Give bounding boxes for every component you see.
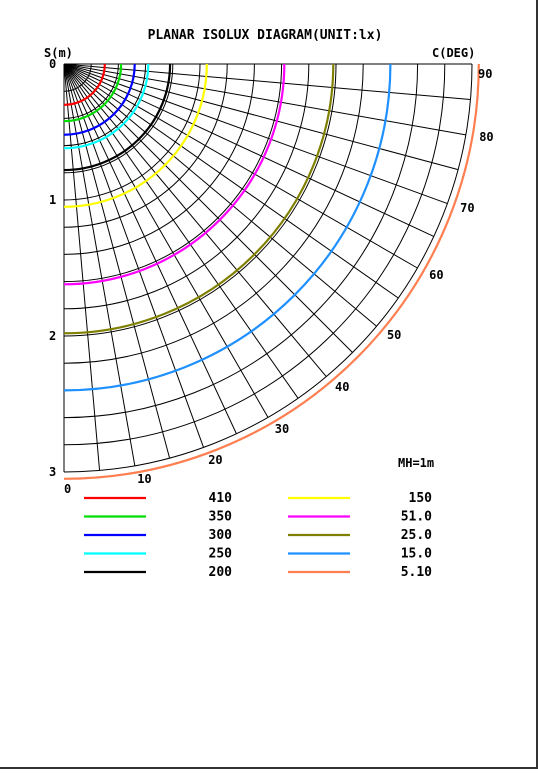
angle-gridline (63, 63, 205, 448)
angle-gridline (63, 63, 299, 399)
isolux-curve (63, 63, 335, 335)
isolux-curve (63, 63, 392, 392)
angle-gridline (63, 63, 434, 237)
isolux-curve (63, 63, 106, 106)
angle-gridline (63, 63, 448, 205)
angle-gridline (63, 63, 353, 353)
angle-tick-label: 80 (479, 130, 493, 144)
angle-gridline (63, 63, 327, 377)
legend-label: 15.0 (401, 547, 432, 562)
isolux-curve (63, 63, 150, 150)
isolux-curve (63, 63, 286, 286)
legend-label: 25.0 (401, 528, 432, 543)
angle-tick-label: 0 (64, 482, 71, 496)
legend-label: 150 (409, 491, 433, 506)
radial-axis-label: S(m) (44, 46, 73, 60)
angle-tick-label: 20 (208, 453, 222, 467)
legend-label: 200 (209, 565, 233, 580)
angle-tick-label: 70 (460, 201, 474, 215)
angle-gridline (63, 63, 399, 299)
isolux-curve (63, 63, 208, 208)
angle-gridline (63, 63, 471, 101)
angle-gridline (63, 63, 459, 171)
radial-tick-label: 2 (49, 329, 56, 343)
legend-label: 300 (209, 528, 233, 543)
angle-gridline (63, 63, 237, 434)
polar-grid (63, 63, 473, 473)
angle-tick-label: 50 (387, 328, 401, 342)
legend-label: 5.10 (401, 565, 432, 580)
radial-tick-label: 1 (49, 193, 56, 207)
angle-tick-label: 30 (275, 422, 289, 436)
isolux-curve (63, 63, 172, 172)
isolux-curve (63, 63, 136, 136)
chart-title: PLANAR ISOLUX DIAGRAM(UNIT:lx) (148, 28, 383, 43)
legend-label: 51.0 (401, 510, 432, 525)
legend-label: 350 (209, 510, 233, 525)
angle-gridline (63, 63, 269, 418)
legend-label: 410 (209, 491, 233, 506)
mounting-height-annotation: MH=1m (398, 456, 434, 470)
radial-tick-label: 0 (49, 57, 56, 71)
angle-gridline (63, 63, 171, 459)
angle-tick-label: 10 (137, 472, 151, 486)
angle-axis-label: C(DEG) (432, 46, 475, 60)
isolux-curve (63, 63, 123, 123)
angle-gridline (63, 63, 101, 471)
legend: 410 350 300 250 200 150 51.0 25.0 15.0 5.10 (84, 491, 432, 580)
angle-gridline (63, 63, 136, 466)
isolux-curves (63, 63, 480, 480)
angle-gridline (63, 63, 466, 136)
isolux-curve (63, 63, 480, 480)
angle-gridline (63, 63, 418, 269)
legend-label: 250 (209, 547, 233, 562)
radial-tick-label: 3 (49, 465, 56, 479)
angle-tick-label: 90 (478, 67, 492, 81)
angle-tick-label: 60 (429, 268, 443, 282)
angle-gridline (63, 63, 377, 327)
angle-tick-label: 40 (335, 380, 349, 394)
